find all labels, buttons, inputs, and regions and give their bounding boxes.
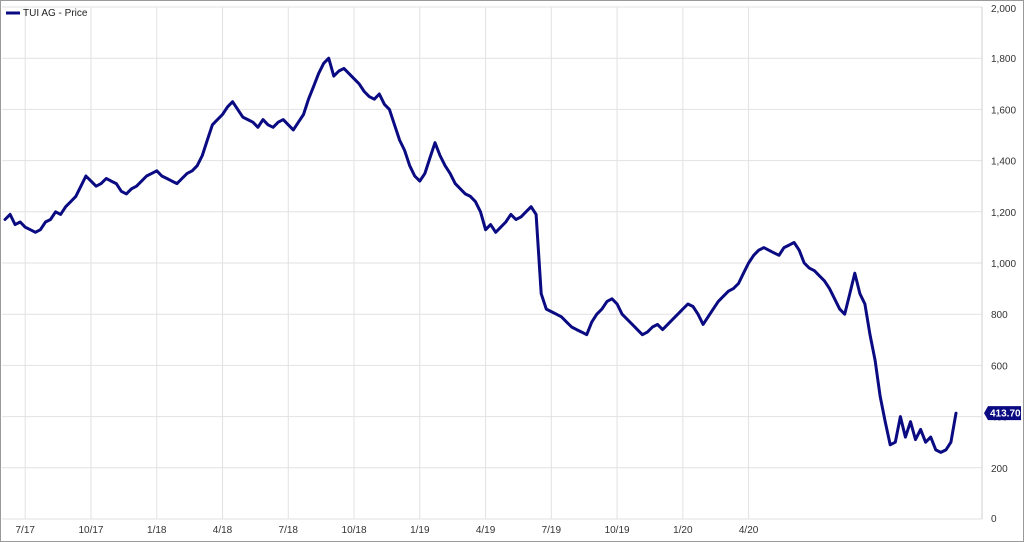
- x-tick-label: 7/19: [542, 525, 562, 536]
- y-tick-label: 1,800: [991, 54, 1016, 65]
- y-tick-label: 600: [991, 361, 1008, 372]
- x-tick-label: 10/17: [78, 525, 103, 536]
- y-tick-label: 1,400: [991, 157, 1016, 168]
- x-tick-label: 10/18: [342, 525, 367, 536]
- series-layer: [3, 56, 958, 454]
- x-tick-label: 7/18: [279, 525, 299, 536]
- last-value-text: 413.70: [990, 409, 1021, 420]
- y-tick-label: 1,000: [991, 259, 1016, 270]
- grid-lines: [2, 6, 983, 520]
- x-tick-label: 1/20: [673, 525, 693, 536]
- y-tick-label: 0: [991, 514, 997, 525]
- y-tick-label: 800: [991, 310, 1008, 321]
- y-tick-label: 1,200: [991, 208, 1016, 219]
- last-value-label: 413.70: [984, 406, 1021, 421]
- x-axis-ticks: 7/17 10/17 1/18 4/18 7/18 10/18 1/19 4/19 7/19 10…: [15, 525, 758, 536]
- series-line-tui-ag-price: [3, 56, 958, 454]
- x-tick-label: 4/18: [213, 525, 233, 536]
- y-tick-label: 200: [991, 464, 1008, 475]
- last-value-label-bg: [984, 406, 1021, 421]
- x-tick-label: 4/19: [476, 525, 496, 536]
- legend-label: TUI AG - Price: [23, 8, 88, 19]
- y-tick-label: 2,000: [991, 4, 1016, 15]
- x-tick-label: 1/18: [147, 525, 167, 536]
- x-tick-label: 1/19: [410, 525, 430, 536]
- x-tick-label: 10/19: [605, 525, 630, 536]
- legend: TUI AG - Price: [6, 8, 88, 19]
- x-tick-label: 4/20: [739, 525, 759, 536]
- y-tick-label: 1,600: [991, 105, 1016, 116]
- x-tick-label: 7/17: [15, 525, 35, 536]
- y-axis-ticks: 02004006008001,0001,2001,4001,6001,8002,…: [991, 4, 1016, 525]
